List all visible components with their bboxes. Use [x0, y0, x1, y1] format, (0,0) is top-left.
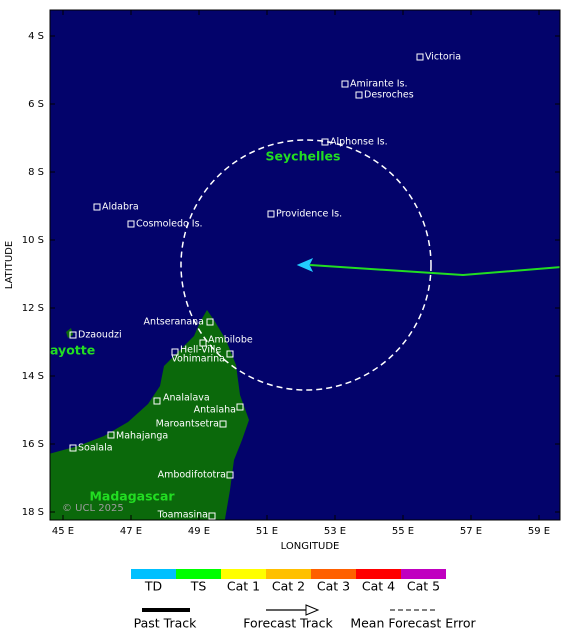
place: Aldabra — [102, 202, 139, 213]
lat-label: 6 S — [28, 99, 44, 110]
legend-label: Past Track — [134, 616, 197, 631]
legend-label: Mean Forecast Error — [350, 616, 476, 631]
lon-label: 45 E — [52, 526, 74, 537]
lon-label: 55 E — [392, 526, 414, 537]
place: Antalaha — [194, 405, 236, 416]
legend-category: Cat 3 — [317, 579, 350, 594]
legend-category: Cat 5 — [407, 579, 440, 594]
lon-label: 57 E — [460, 526, 482, 537]
lat-label: 12 S — [22, 303, 44, 314]
place: Hell-Ville — [180, 345, 221, 356]
place: Mahajanga — [116, 431, 168, 442]
place: Cosmoledo Is. — [136, 219, 203, 230]
madagascar-land — [50, 310, 249, 520]
lon-label: 59 E — [528, 526, 550, 537]
place: Analalava — [163, 393, 210, 404]
legend-category: TS — [190, 579, 207, 594]
y-axis-title: LATITUDE — [4, 241, 15, 289]
place: Maroantsetra — [156, 419, 219, 430]
place: Victoria — [425, 52, 461, 63]
storm-position — [296, 258, 314, 272]
place: Antseranana — [144, 317, 204, 328]
place: Toamasina — [157, 510, 208, 521]
mean-forecast-error — [180, 139, 432, 391]
legend-category: Cat 4 — [362, 579, 395, 594]
legend: TD TS Cat 1 Cat 2 Cat 3 Cat 4 Cat 5 Past Track… — [131, 569, 477, 631]
legend-category: TD — [144, 579, 162, 594]
place: Ambilobe — [208, 335, 253, 346]
legend-category: Cat 1 — [227, 579, 260, 594]
place: Vohimarina — [171, 354, 225, 365]
legend-label: Forecast Track — [243, 616, 333, 631]
x-axis-title: LONGITUDE — [281, 541, 340, 552]
map-frame — [49, 9, 561, 521]
region-label: Seychelles — [266, 149, 341, 164]
axes: 4 S 6 S 8 S 10 S 12 S 14 S 16 S 18 S 45 E 47 E 49 … — [22, 10, 560, 537]
lon-label: 47 E — [120, 526, 142, 537]
place: Dzaoudzi — [78, 330, 122, 341]
lon-label: 49 E — [188, 526, 210, 537]
lat-label: 14 S — [22, 371, 44, 382]
copyright: © UCL 2025 — [62, 503, 124, 514]
lat-label: 8 S — [28, 167, 44, 178]
legend-category: Cat 2 — [272, 579, 305, 594]
map: Victoria Amirante Is. Desroches Alphonse… — [50, 10, 560, 521]
place: Providence Is. — [276, 209, 342, 220]
forecast-track — [309, 264, 560, 277]
lat-label: 4 S — [28, 31, 44, 42]
region-label: ayotte — [50, 343, 95, 358]
lat-label: 16 S — [22, 439, 44, 450]
place: Ambodifototra — [158, 470, 226, 481]
place: Soalala — [78, 443, 113, 454]
lat-label: 18 S — [22, 507, 44, 518]
place: Alphonse Is. — [330, 137, 388, 148]
lon-label: 51 E — [256, 526, 278, 537]
lat-label: 10 S — [22, 235, 44, 246]
region-label: Madagascar — [89, 489, 175, 504]
place: Amirante Is. — [350, 79, 408, 90]
lon-label: 53 E — [324, 526, 346, 537]
place: Desroches — [364, 90, 414, 101]
